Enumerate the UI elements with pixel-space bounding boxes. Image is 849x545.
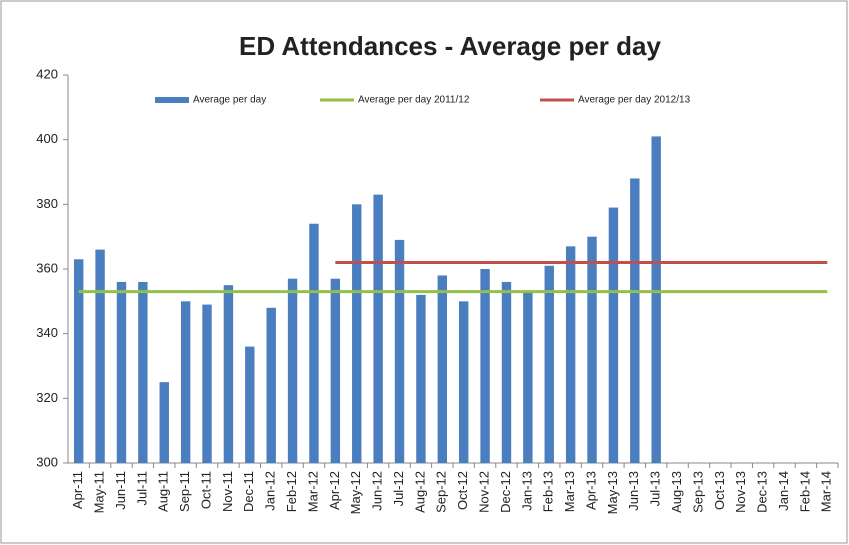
- y-tick-label: 400: [36, 131, 58, 146]
- x-tick-label: Dec-11: [241, 471, 256, 512]
- bar: [266, 307, 276, 463]
- x-tick-label: Apr-11: [70, 471, 85, 509]
- legend-label: Average per day: [193, 95, 266, 106]
- bar: [437, 275, 448, 463]
- x-tick-label: Nov-12: [477, 471, 492, 513]
- y-tick-label: 320: [36, 390, 58, 405]
- x-tick-label: Jun-11: [113, 471, 128, 510]
- x-tick-label: Mar-13: [562, 471, 577, 512]
- legend-label: Average per day 2011/12: [358, 95, 470, 106]
- x-tick-label: Jun-12: [370, 471, 385, 511]
- x-tick-label: Dec-13: [755, 471, 770, 513]
- x-tick-label: May-12: [348, 471, 363, 514]
- x-tick-label: Jan-13: [519, 471, 534, 511]
- x-tick-label: Jun-13: [626, 471, 641, 511]
- x-tick-label: Oct-11: [198, 471, 213, 509]
- x-tick-label: May-11: [92, 471, 107, 513]
- x-tick-label: Mar-14: [819, 471, 834, 512]
- bar: [523, 291, 533, 463]
- legend-swatch: [155, 97, 189, 103]
- bar: [544, 265, 554, 463]
- x-tick-label: Dec-12: [498, 471, 513, 513]
- x-tick-label: Apr-13: [583, 471, 598, 510]
- x-tick-label: Jul-13: [648, 471, 663, 506]
- bar: [565, 246, 576, 463]
- bar: [95, 249, 105, 463]
- bar: [180, 301, 191, 463]
- x-tick-label: Feb-12: [284, 471, 299, 512]
- x-tick-label: Mar-12: [305, 471, 320, 512]
- chart-title: ED Attendances - Average per day: [239, 31, 661, 61]
- bar: [287, 278, 298, 463]
- x-tick-label: Apr-12: [327, 471, 342, 510]
- x-tick-label: Sep-12: [434, 471, 449, 513]
- bar: [223, 285, 234, 463]
- bar: [501, 281, 512, 463]
- x-tick-label: Oct-12: [455, 471, 470, 510]
- x-tick-label: May-13: [605, 471, 620, 514]
- y-tick-label: 380: [36, 196, 58, 211]
- bar: [458, 301, 469, 463]
- bar: [394, 239, 405, 463]
- bar: [330, 278, 341, 463]
- bar: [651, 136, 661, 463]
- bar: [159, 382, 169, 463]
- x-tick-label: Aug-12: [412, 471, 427, 513]
- bar: [608, 207, 619, 463]
- x-tick-label: Jan-12: [263, 471, 278, 511]
- x-tick-label: Aug-13: [669, 471, 684, 513]
- bar: [416, 294, 426, 463]
- bar: [587, 236, 597, 463]
- x-tick-label: Nov-13: [733, 471, 748, 513]
- bar: [202, 304, 212, 463]
- y-tick-label: 340: [36, 325, 58, 340]
- x-tick-label: Oct-13: [712, 471, 727, 510]
- bar: [73, 259, 84, 463]
- x-tick-label: Jul-12: [391, 471, 406, 506]
- bar: [373, 194, 383, 463]
- x-tick-label: Nov-11: [220, 471, 235, 512]
- bar: [138, 281, 148, 463]
- bar: [309, 223, 319, 463]
- y-tick-label: 420: [36, 66, 58, 81]
- legend-label: Average per day 2012/13: [578, 95, 691, 106]
- x-tick-label: Jan-14: [776, 471, 791, 511]
- bar: [245, 346, 255, 463]
- x-tick-label: Aug-11: [156, 471, 171, 512]
- bar: [352, 204, 362, 464]
- y-tick-label: 360: [36, 260, 58, 275]
- x-tick-label: Jul-11: [134, 471, 149, 505]
- bar: [480, 269, 490, 463]
- x-tick-label: Feb-14: [797, 471, 812, 512]
- x-tick-label: Sep-11: [177, 471, 192, 512]
- x-tick-label: Feb-13: [541, 471, 556, 512]
- bar: [116, 281, 127, 463]
- bar: [630, 178, 640, 463]
- x-tick-label: Sep-13: [690, 471, 705, 513]
- y-tick-label: 300: [36, 454, 58, 469]
